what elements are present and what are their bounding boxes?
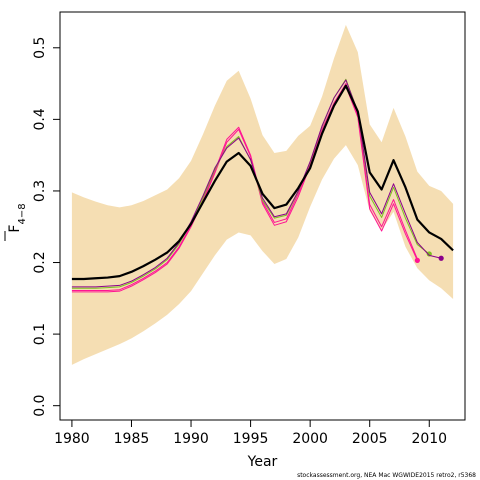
y-axis: 0.0 0.1 0.2 0.3 0.4 0.5 xyxy=(32,37,60,417)
x-tick-label: 1990 xyxy=(173,431,209,447)
x-tick-label: 1985 xyxy=(114,431,150,447)
series-line-4 xyxy=(71,84,454,281)
series-line-1 xyxy=(71,83,418,291)
x-tick-label: 2000 xyxy=(292,431,328,447)
y-tick-label: 0.4 xyxy=(32,108,48,130)
y-axis-title-main: F xyxy=(7,225,23,233)
y-axis-title: F4−8 xyxy=(4,203,28,241)
footer-credit: stockassessment.org, NEA Mac WGWIDE2015 … xyxy=(297,472,476,479)
y-tick-label: 0.1 xyxy=(32,323,48,345)
series-end-point-0 xyxy=(414,257,420,263)
x-tick-label: 1995 xyxy=(233,431,269,447)
plot-frame xyxy=(59,11,466,421)
x-axis: 1980 1985 1990 1995 2000 2005 2010 xyxy=(54,420,447,447)
series-layer xyxy=(71,78,454,293)
y-tick-label: 0.0 xyxy=(32,395,48,417)
svg-text:F4−8: F4−8 xyxy=(7,203,28,232)
x-tick-label: 1980 xyxy=(54,431,90,447)
x-tick-label: 2005 xyxy=(352,431,388,447)
x-tick-label: 2010 xyxy=(411,431,447,447)
x-axis-title: Year xyxy=(247,454,278,470)
y-tick-label: 0.5 xyxy=(32,37,48,59)
y-tick-label: 0.2 xyxy=(32,251,48,273)
y-axis-title-subscript: 4−8 xyxy=(17,203,28,224)
y-tick-label: 0.3 xyxy=(32,180,48,202)
series-end-point-3 xyxy=(438,255,444,261)
